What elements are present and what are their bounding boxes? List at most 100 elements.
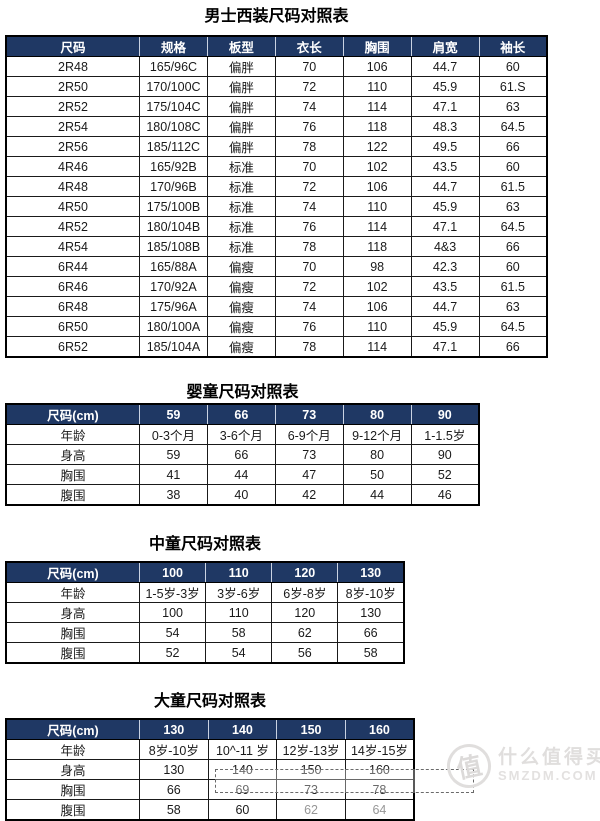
table-row: 腹围 58 60 62 64 [5,799,415,821]
table-cell: 43.5 [410,276,480,297]
table-cell: 58 [337,642,405,664]
table-cell: 偏胖 [206,76,276,97]
table-cell: 44 [342,484,412,506]
table-cell: 9-12个月 [342,424,412,445]
table-row: 2R50 170/100C 偏胖 72 110 45.9 61.S [5,76,548,97]
table-cell: 66 [478,236,548,257]
row-label: 2R52 [5,96,140,117]
table-cell: 110 [342,76,412,97]
column-header: 100 [138,561,207,583]
row-label: 年龄 [5,582,140,603]
table-cell: 160 [344,759,415,780]
table-cell: 76 [274,116,344,137]
column-header: 110 [205,561,273,583]
table-row: 2R48 165/96C 偏胖 70 106 44.7 60 [5,56,548,77]
middle-child-section: 中童尺码对照表 尺码(cm) 100 110 120 130 年龄 1-5岁-3岁 3岁-6岁… [0,535,600,664]
table-cell: 45.9 [410,196,480,217]
big-child-table-title: 大童尺码对照表 [153,693,266,710]
table-cell: 100 [138,602,207,623]
table-cell: 44 [206,464,276,485]
table-row: 身高 130 140 150 160 [5,759,415,780]
table-cell: 170/100C [139,76,208,97]
table-row: 4R50 175/100B 标准 74 110 45.9 63 [5,196,548,217]
column-header: 160 [344,718,415,740]
table-cell: 60 [207,799,278,821]
column-header: 90 [410,403,480,425]
column-header: 120 [271,561,339,583]
mens-suit-size-table: 尺码 规格 板型 衣长 胸围 肩宽 袖长 2R48 165/96C 偏胖 70 106 44.7 60 2R… [5,35,548,358]
column-header: 尺码 [5,35,140,57]
table-cell: 102 [342,156,412,177]
table-cell: 63 [478,96,548,117]
table-cell: 78 [274,336,344,358]
table-row: 年龄 8岁-10岁 10^-11 岁 12岁-13岁 14岁-15岁 [5,739,415,760]
table-cell: 14岁-15岁 [344,739,415,760]
table-cell: 78 [274,236,344,257]
infant-table-title: 婴童尺码对照表 [186,384,299,401]
table-cell: 165/88A [139,256,208,277]
table-cell: 58 [139,799,209,821]
infant-size-table: 尺码(cm) 59 66 73 80 90 年龄 0-3个月 3-6个月 6-9个月 9-12个月 1… [5,403,480,506]
table-cell: 42 [274,484,344,506]
mens-suit-table-title: 男士西装尺码对照表 [204,8,349,25]
row-label: 2R48 [5,56,140,77]
row-label: 年龄 [5,424,140,445]
table-cell: 偏胖 [206,96,276,117]
table-cell: 73 [274,444,344,465]
table-cell: 50 [342,464,412,485]
table-cell: 44.7 [410,296,480,317]
table-cell: 106 [342,176,412,197]
table-row: 年龄 1-5岁-3岁 3岁-6岁 6岁-8岁 8岁-10岁 [5,582,405,603]
table-cell: 70 [274,56,344,77]
middle-child-size-table: 尺码(cm) 100 110 120 130 年龄 1-5岁-3岁 3岁-6岁 6岁-8岁 8岁-… [5,561,405,664]
row-label: 胸围 [5,779,140,800]
row-label: 身高 [5,759,140,780]
table-cell: 63 [478,296,548,317]
table-cell: 120 [271,602,339,623]
table-header-row: 尺码(cm) 59 66 73 80 90 [5,403,480,425]
row-label: 6R48 [5,296,140,317]
column-header: 73 [274,403,344,425]
row-label: 2R54 [5,116,140,137]
table-cell: 76 [274,216,344,237]
table-cell: 59 [139,444,208,465]
table-cell: 66 [478,136,548,157]
table-cell: 66 [478,336,548,358]
table-row: 2R52 175/104C 偏胖 74 114 47.1 63 [5,96,548,117]
table-cell: 106 [342,296,412,317]
table-cell: 64 [344,799,415,821]
table-row: 6R52 185/104A 偏瘦 78 114 47.1 66 [5,336,548,358]
smzdm-watermark: 值 什么值得买 SMZDM.COM [442,739,600,793]
table-cell: 114 [342,216,412,237]
table-cell: 78 [274,136,344,157]
table-cell: 185/112C [139,136,208,157]
table-cell: 175/104C [139,96,208,117]
table-cell: 42.3 [410,256,480,277]
table-cell: 偏瘦 [206,336,276,358]
column-header: 140 [207,718,278,740]
table-cell: 52 [138,642,207,664]
column-header: 衣长 [274,35,344,57]
table-cell: 47 [274,464,344,485]
table-cell: 70 [274,256,344,277]
table-row: 6R46 170/92A 偏瘦 72 102 43.5 61.5 [5,276,548,297]
watermark-url-text: SMZDM.COM [497,768,598,784]
table-cell: 40 [206,484,276,506]
table-cell: 偏胖 [206,136,276,157]
row-label: 4R52 [5,216,140,237]
table-cell: 47.1 [410,96,480,117]
row-label: 6R50 [5,316,140,337]
table-cell: 54 [138,622,207,643]
table-cell: 180/108C [139,116,208,137]
row-label: 胸围 [5,622,140,643]
table-cell: 3岁-6岁 [205,582,273,603]
table-cell: 72 [274,176,344,197]
column-header: 130 [139,718,209,740]
table-cell: 64.5 [478,216,548,237]
table-cell: 74 [274,296,344,317]
watermark-brand-text: 什么值得买 [497,747,600,769]
table-row: 年龄 0-3个月 3-6个月 6-9个月 9-12个月 1-1.5岁 [5,424,480,445]
table-cell: 140 [207,759,278,780]
table-cell: 64.5 [478,316,548,337]
table-cell: 165/96C [139,56,208,77]
